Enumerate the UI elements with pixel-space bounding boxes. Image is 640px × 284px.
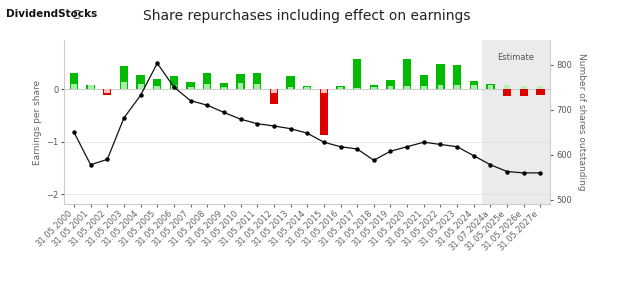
Y-axis label: Earnings per share: Earnings per share bbox=[33, 80, 42, 165]
Text: 📈: 📈 bbox=[74, 9, 79, 18]
Bar bbox=[236, 74, 244, 89]
Bar bbox=[138, 84, 143, 89]
Bar bbox=[221, 87, 227, 89]
Bar bbox=[438, 85, 444, 89]
Bar bbox=[320, 89, 328, 135]
Bar bbox=[171, 85, 177, 89]
Bar bbox=[337, 86, 345, 89]
Bar bbox=[136, 75, 145, 89]
Bar bbox=[104, 89, 110, 93]
Bar bbox=[203, 73, 211, 89]
Bar bbox=[454, 85, 460, 89]
Bar bbox=[286, 76, 294, 89]
Bar bbox=[503, 89, 511, 96]
Bar bbox=[269, 89, 278, 104]
Bar bbox=[303, 86, 312, 89]
Bar bbox=[521, 86, 527, 89]
Bar bbox=[321, 89, 327, 93]
Bar bbox=[371, 87, 377, 89]
Y-axis label: Number of shares outstanding: Number of shares outstanding bbox=[577, 53, 586, 191]
Bar bbox=[121, 82, 127, 89]
Bar bbox=[421, 86, 427, 89]
Bar bbox=[253, 73, 261, 89]
Text: Share repurchases including effect on earnings: Share repurchases including effect on ea… bbox=[143, 9, 471, 22]
Bar bbox=[186, 82, 195, 89]
Bar bbox=[504, 85, 510, 89]
Bar bbox=[404, 86, 410, 89]
Bar bbox=[154, 86, 160, 89]
Bar bbox=[254, 84, 260, 89]
Bar bbox=[103, 89, 111, 95]
Bar bbox=[71, 84, 77, 89]
Bar bbox=[220, 83, 228, 89]
Text: DividendStocks: DividendStocks bbox=[6, 9, 98, 18]
Bar bbox=[387, 80, 395, 89]
Bar bbox=[287, 87, 294, 89]
Bar bbox=[488, 85, 493, 89]
Bar bbox=[486, 84, 495, 89]
Bar bbox=[471, 85, 477, 89]
Bar bbox=[482, 40, 550, 204]
Bar bbox=[355, 88, 360, 89]
Bar bbox=[353, 59, 362, 89]
Bar bbox=[88, 85, 93, 89]
Bar bbox=[86, 85, 95, 89]
Bar bbox=[520, 89, 528, 96]
Bar bbox=[388, 86, 394, 89]
Bar bbox=[370, 85, 378, 89]
Bar bbox=[304, 87, 310, 89]
Bar bbox=[420, 75, 428, 89]
Bar bbox=[536, 89, 545, 95]
Bar bbox=[204, 84, 210, 89]
Bar bbox=[271, 89, 276, 93]
Bar bbox=[188, 87, 193, 89]
Bar bbox=[403, 59, 412, 89]
Bar bbox=[70, 73, 78, 89]
Bar bbox=[338, 87, 344, 89]
Bar bbox=[237, 83, 243, 89]
Text: Estimate: Estimate bbox=[497, 53, 534, 62]
Bar bbox=[120, 66, 128, 89]
Bar bbox=[453, 65, 461, 89]
Bar bbox=[153, 79, 161, 89]
Bar bbox=[538, 86, 543, 89]
Bar bbox=[436, 64, 445, 89]
Bar bbox=[470, 81, 478, 89]
Bar bbox=[170, 76, 178, 89]
